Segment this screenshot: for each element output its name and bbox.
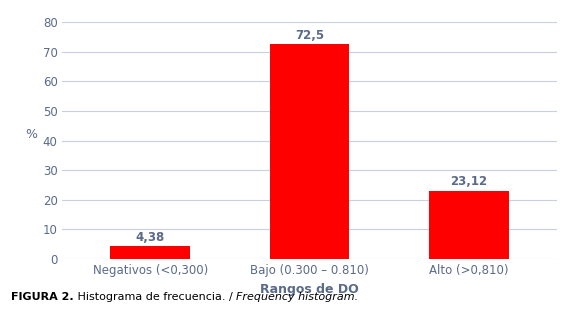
Text: Frequency histogram.: Frequency histogram. [236, 292, 358, 302]
Bar [429, 191, 509, 259]
X-axis label: Rangos de DO: Rangos de DO [260, 283, 359, 295]
Text: 23,12: 23,12 [450, 175, 487, 188]
Y-axis label: %: % [26, 128, 37, 141]
Text: 4,38: 4,38 [136, 231, 165, 244]
Text: Histograma de frecuencia. /: Histograma de frecuencia. / [74, 292, 236, 302]
Text: FIGURA 2.: FIGURA 2. [11, 292, 74, 302]
Bar [110, 246, 190, 259]
Text: 72,5: 72,5 [295, 29, 324, 42]
Bar [270, 44, 349, 259]
